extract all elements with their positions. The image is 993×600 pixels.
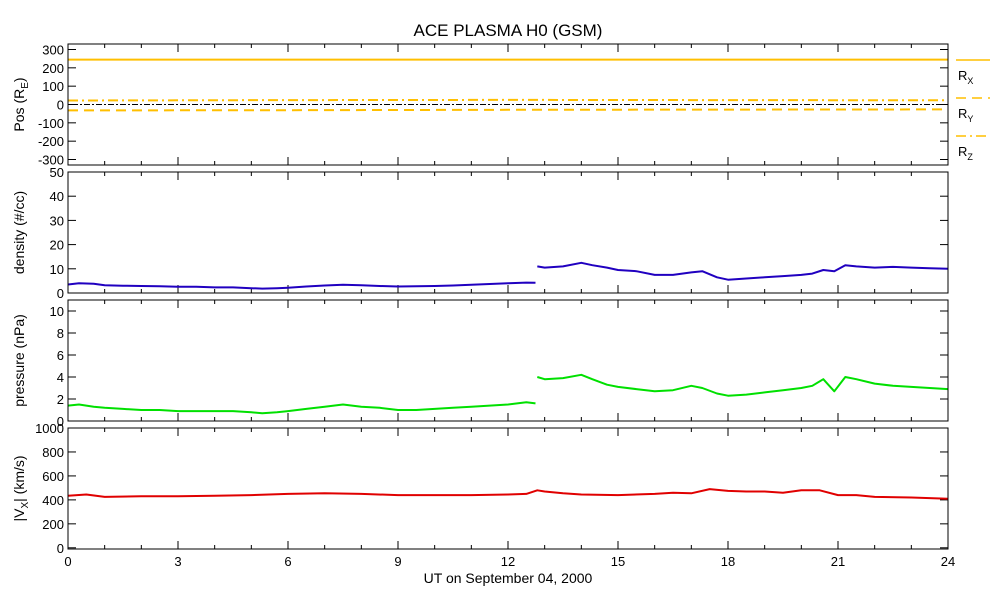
panel-pressure: 0 2 4 6 8 10 pressure (nPa) [11, 299, 949, 429]
y-tick-label: 8 [57, 326, 64, 341]
series-line-pressure [537, 373, 949, 397]
series-line-density [67, 281, 536, 290]
y-axis-label: Pos (RE) [11, 77, 31, 131]
legend-label-main: R [958, 68, 967, 83]
x-axis-label: UT on September 04, 2000 [424, 570, 593, 586]
legend-label-X: RX [958, 68, 973, 86]
legend-label-sub: Z [967, 152, 973, 162]
figure-title: ACE PLASMA H0 (GSM) [414, 21, 603, 40]
y-tick-label: 100 [42, 79, 64, 94]
y-tick-label: 50 [50, 165, 64, 180]
y-axis-label: density (#/cc) [11, 191, 27, 274]
y-axis-label-tail: ) [11, 77, 27, 82]
y-tick-label: -300 [38, 153, 64, 168]
y-tick-label: -200 [38, 134, 64, 149]
y-tick-label: 40 [50, 189, 64, 204]
y-axis-label-main: |V [11, 508, 27, 522]
y-tick-label: 200 [42, 517, 64, 532]
y-axis-label-sub: X [20, 502, 31, 509]
y-tick-label: -100 [38, 116, 64, 131]
x-tick-label: 24 [941, 554, 955, 569]
panel-frame [67, 43, 949, 166]
panel-density: 0 10 20 30 40 50 density (#/cc) [11, 165, 949, 301]
y-tick-label: 0 [57, 414, 64, 429]
y-tick-label: 0 [57, 286, 64, 301]
legend-label-main: R [958, 106, 967, 121]
panel-frame [67, 427, 949, 550]
panel-velocity: 0 200 400 600 800 1000 0 3 6 9 12 15 18 21 24 |VX| (km/… [11, 421, 955, 569]
y-tick-label: 800 [42, 445, 64, 460]
x-tick-label: 18 [721, 554, 735, 569]
legend-label-Z: RZ [958, 144, 973, 162]
panel-position: -300 -200 -100 0 100 200 300 Pos (RE) [11, 43, 949, 168]
y-axis-label: |VX| (km/s) [11, 455, 31, 521]
panel-frame [67, 171, 949, 294]
legend-label-sub: Y [967, 114, 973, 124]
legend-label-Y: RY [958, 106, 973, 124]
series-line-position-Y [67, 108, 949, 112]
x-tick-label: 21 [831, 554, 845, 569]
y-tick-label: 10 [50, 304, 64, 319]
panel-frame [67, 299, 949, 422]
x-tick-label: 9 [394, 554, 401, 569]
y-tick-label: 0 [57, 541, 64, 556]
y-tick-label: 0 [57, 98, 64, 113]
y-tick-label: 200 [42, 61, 64, 76]
y-axis-label-main: pressure (nPa) [11, 314, 27, 407]
series-line-velocity [67, 488, 949, 500]
x-tick-label: 12 [501, 554, 515, 569]
y-axis-label-tail: | (km/s) [11, 455, 27, 501]
x-tick-label: 6 [284, 554, 291, 569]
y-tick-label: 4 [57, 370, 64, 385]
x-tick-label: 3 [174, 554, 181, 569]
y-axis-label-sub: E [20, 82, 31, 89]
legend-label-sub: X [967, 76, 973, 86]
series-line-density [537, 261, 949, 281]
y-tick-label: 2 [57, 392, 64, 407]
series-line-pressure [67, 401, 536, 415]
x-tick-label: 0 [64, 554, 71, 569]
y-tick-label: 400 [42, 493, 64, 508]
x-tick-label: 15 [611, 554, 625, 569]
y-tick-label: 600 [42, 469, 64, 484]
y-tick-label: 10 [50, 262, 64, 277]
y-tick-label: 6 [57, 348, 64, 363]
y-axis-label: pressure (nPa) [11, 314, 27, 407]
y-axis-label-main: density (#/cc) [11, 191, 27, 274]
y-tick-label: 300 [42, 43, 64, 58]
y-tick-label: 1000 [35, 421, 64, 436]
y-tick-label: 20 [50, 238, 64, 253]
y-axis-label-main: Pos (R [11, 89, 27, 132]
legend-label-main: R [958, 144, 967, 159]
y-tick-label: 30 [50, 213, 64, 228]
series-line-position-Z [67, 98, 949, 102]
